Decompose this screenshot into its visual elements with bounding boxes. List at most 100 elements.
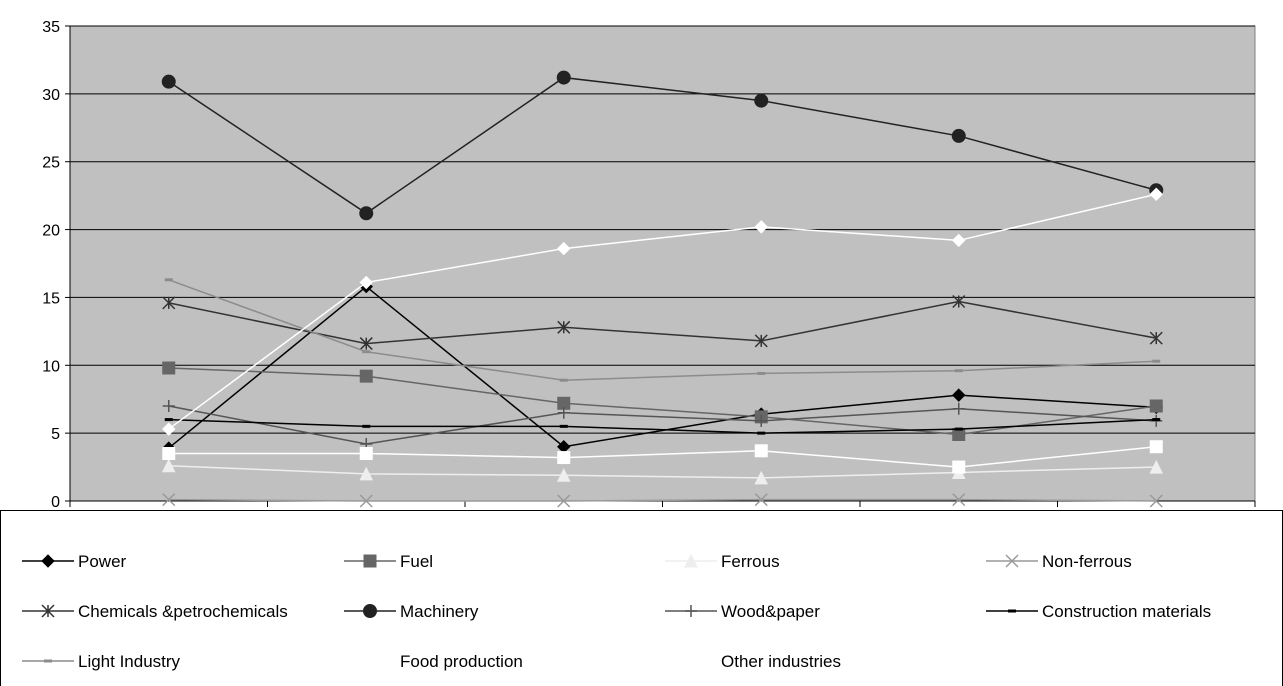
marker-square (754, 444, 768, 458)
marker-triangle (359, 466, 374, 481)
legend-label: Wood&paper (721, 602, 820, 621)
series-line (168, 405, 1157, 445)
series-line (168, 445, 1157, 468)
marker-x (1005, 554, 1019, 568)
marker-triangle (1149, 459, 1164, 474)
marker-circle (556, 70, 571, 85)
marker-square (162, 447, 176, 460)
marker-x (162, 493, 176, 507)
legend-item: Power (22, 552, 127, 571)
y-tick-label: 30 (42, 87, 60, 104)
marker-diamond (952, 233, 966, 248)
marker-circle (754, 93, 769, 108)
marker-square (952, 460, 966, 474)
series-light-industry (164, 278, 1161, 382)
plot-area (69, 25, 1256, 502)
marker-square (1149, 440, 1163, 454)
marker-diamond (41, 554, 55, 568)
legend-item: Food production (344, 652, 523, 671)
y-tick-label: 35 (42, 19, 60, 36)
marker-circle (363, 604, 377, 618)
legend-item: Wood&paper (665, 602, 820, 621)
series-line (168, 498, 1157, 502)
marker-star (359, 337, 373, 351)
legend-box (0, 510, 1283, 686)
legend-item: Other industries (665, 652, 841, 671)
marker-circle (359, 206, 374, 221)
marker-diamond (754, 220, 768, 234)
y-tick-label: 10 (42, 358, 60, 375)
legend-label: Non-ferrous (1042, 552, 1132, 571)
legend-item: Non-ferrous (986, 552, 1132, 571)
marker-square (557, 451, 571, 465)
marker-square (359, 447, 373, 460)
series-machinery (161, 70, 1164, 221)
y-tick-label: 0 (51, 494, 60, 511)
marker-plus (952, 402, 965, 415)
legend-item: Ferrous (665, 552, 780, 571)
legend-item: Fuel (344, 552, 433, 571)
marker-x (952, 493, 966, 507)
marker-square (684, 654, 698, 668)
y-tick-label: 15 (42, 290, 60, 307)
series-chemicals-petrochemicals (162, 294, 1163, 351)
marker-circle (951, 128, 966, 143)
marker-plus (755, 414, 768, 427)
marker-x (359, 494, 373, 508)
legend-label: Construction materials (1042, 602, 1211, 621)
marker-x (557, 494, 571, 508)
marker-diamond (557, 241, 571, 256)
legend-item: Machinery (344, 602, 479, 621)
series-non-ferrous (162, 493, 1163, 508)
series-line (168, 367, 1157, 436)
series-line (168, 76, 1157, 215)
series-fuel (162, 361, 1163, 441)
marker-diamond (162, 422, 176, 436)
marker-square (1149, 399, 1163, 413)
marker-diamond (359, 275, 373, 290)
marker-star (557, 320, 571, 334)
y-tick-label: 20 (42, 223, 60, 240)
marker-triangle (556, 468, 571, 482)
marker-x (1149, 494, 1163, 508)
marker-star (1149, 331, 1163, 345)
y-axis: 0 5 10 15 20 25 30 35 (42, 19, 71, 511)
legend: Power Fuel Ferrous Non-ferrous Chemicals &pe… (0, 510, 1283, 686)
series-lines (161, 70, 1164, 508)
series-other-industries (162, 440, 1163, 474)
y-tick-label: 25 (42, 155, 60, 172)
marker-plus (685, 605, 697, 617)
legend-label: Food production (400, 652, 523, 671)
legend-item: Light Industry (22, 652, 181, 671)
legend-label: Light Industry (78, 652, 181, 671)
marker-diamond (1149, 187, 1163, 201)
marker-diamond (952, 388, 966, 402)
legend-label: Power (78, 552, 127, 571)
marker-triangle (684, 553, 698, 568)
marker-square (162, 361, 176, 375)
series-food-production (162, 187, 1163, 436)
legend-label: Chemicals &petrochemicals (78, 602, 288, 621)
marker-star (162, 296, 176, 310)
series-wood-paper (162, 400, 1163, 450)
marker-star (41, 604, 55, 618)
series-line (168, 193, 1157, 430)
legend-item: Chemicals &petrochemicals (22, 602, 288, 621)
marker-triangle (754, 470, 769, 485)
marker-triangle (161, 458, 176, 473)
marker-x (754, 493, 768, 507)
series-line (168, 300, 1157, 345)
series-line (168, 418, 1157, 434)
legend-label: Ferrous (721, 552, 780, 571)
series-line (168, 464, 1157, 479)
legend-label: Machinery (400, 602, 479, 621)
marker-square (363, 554, 377, 568)
marker-star (952, 294, 966, 309)
marker-star (754, 334, 768, 348)
marker-plus (557, 406, 570, 419)
legend-label: Other industries (721, 652, 841, 671)
y-tick-label: 5 (51, 426, 60, 443)
legend-item: Construction materials (986, 602, 1211, 621)
series-line (168, 279, 1157, 381)
